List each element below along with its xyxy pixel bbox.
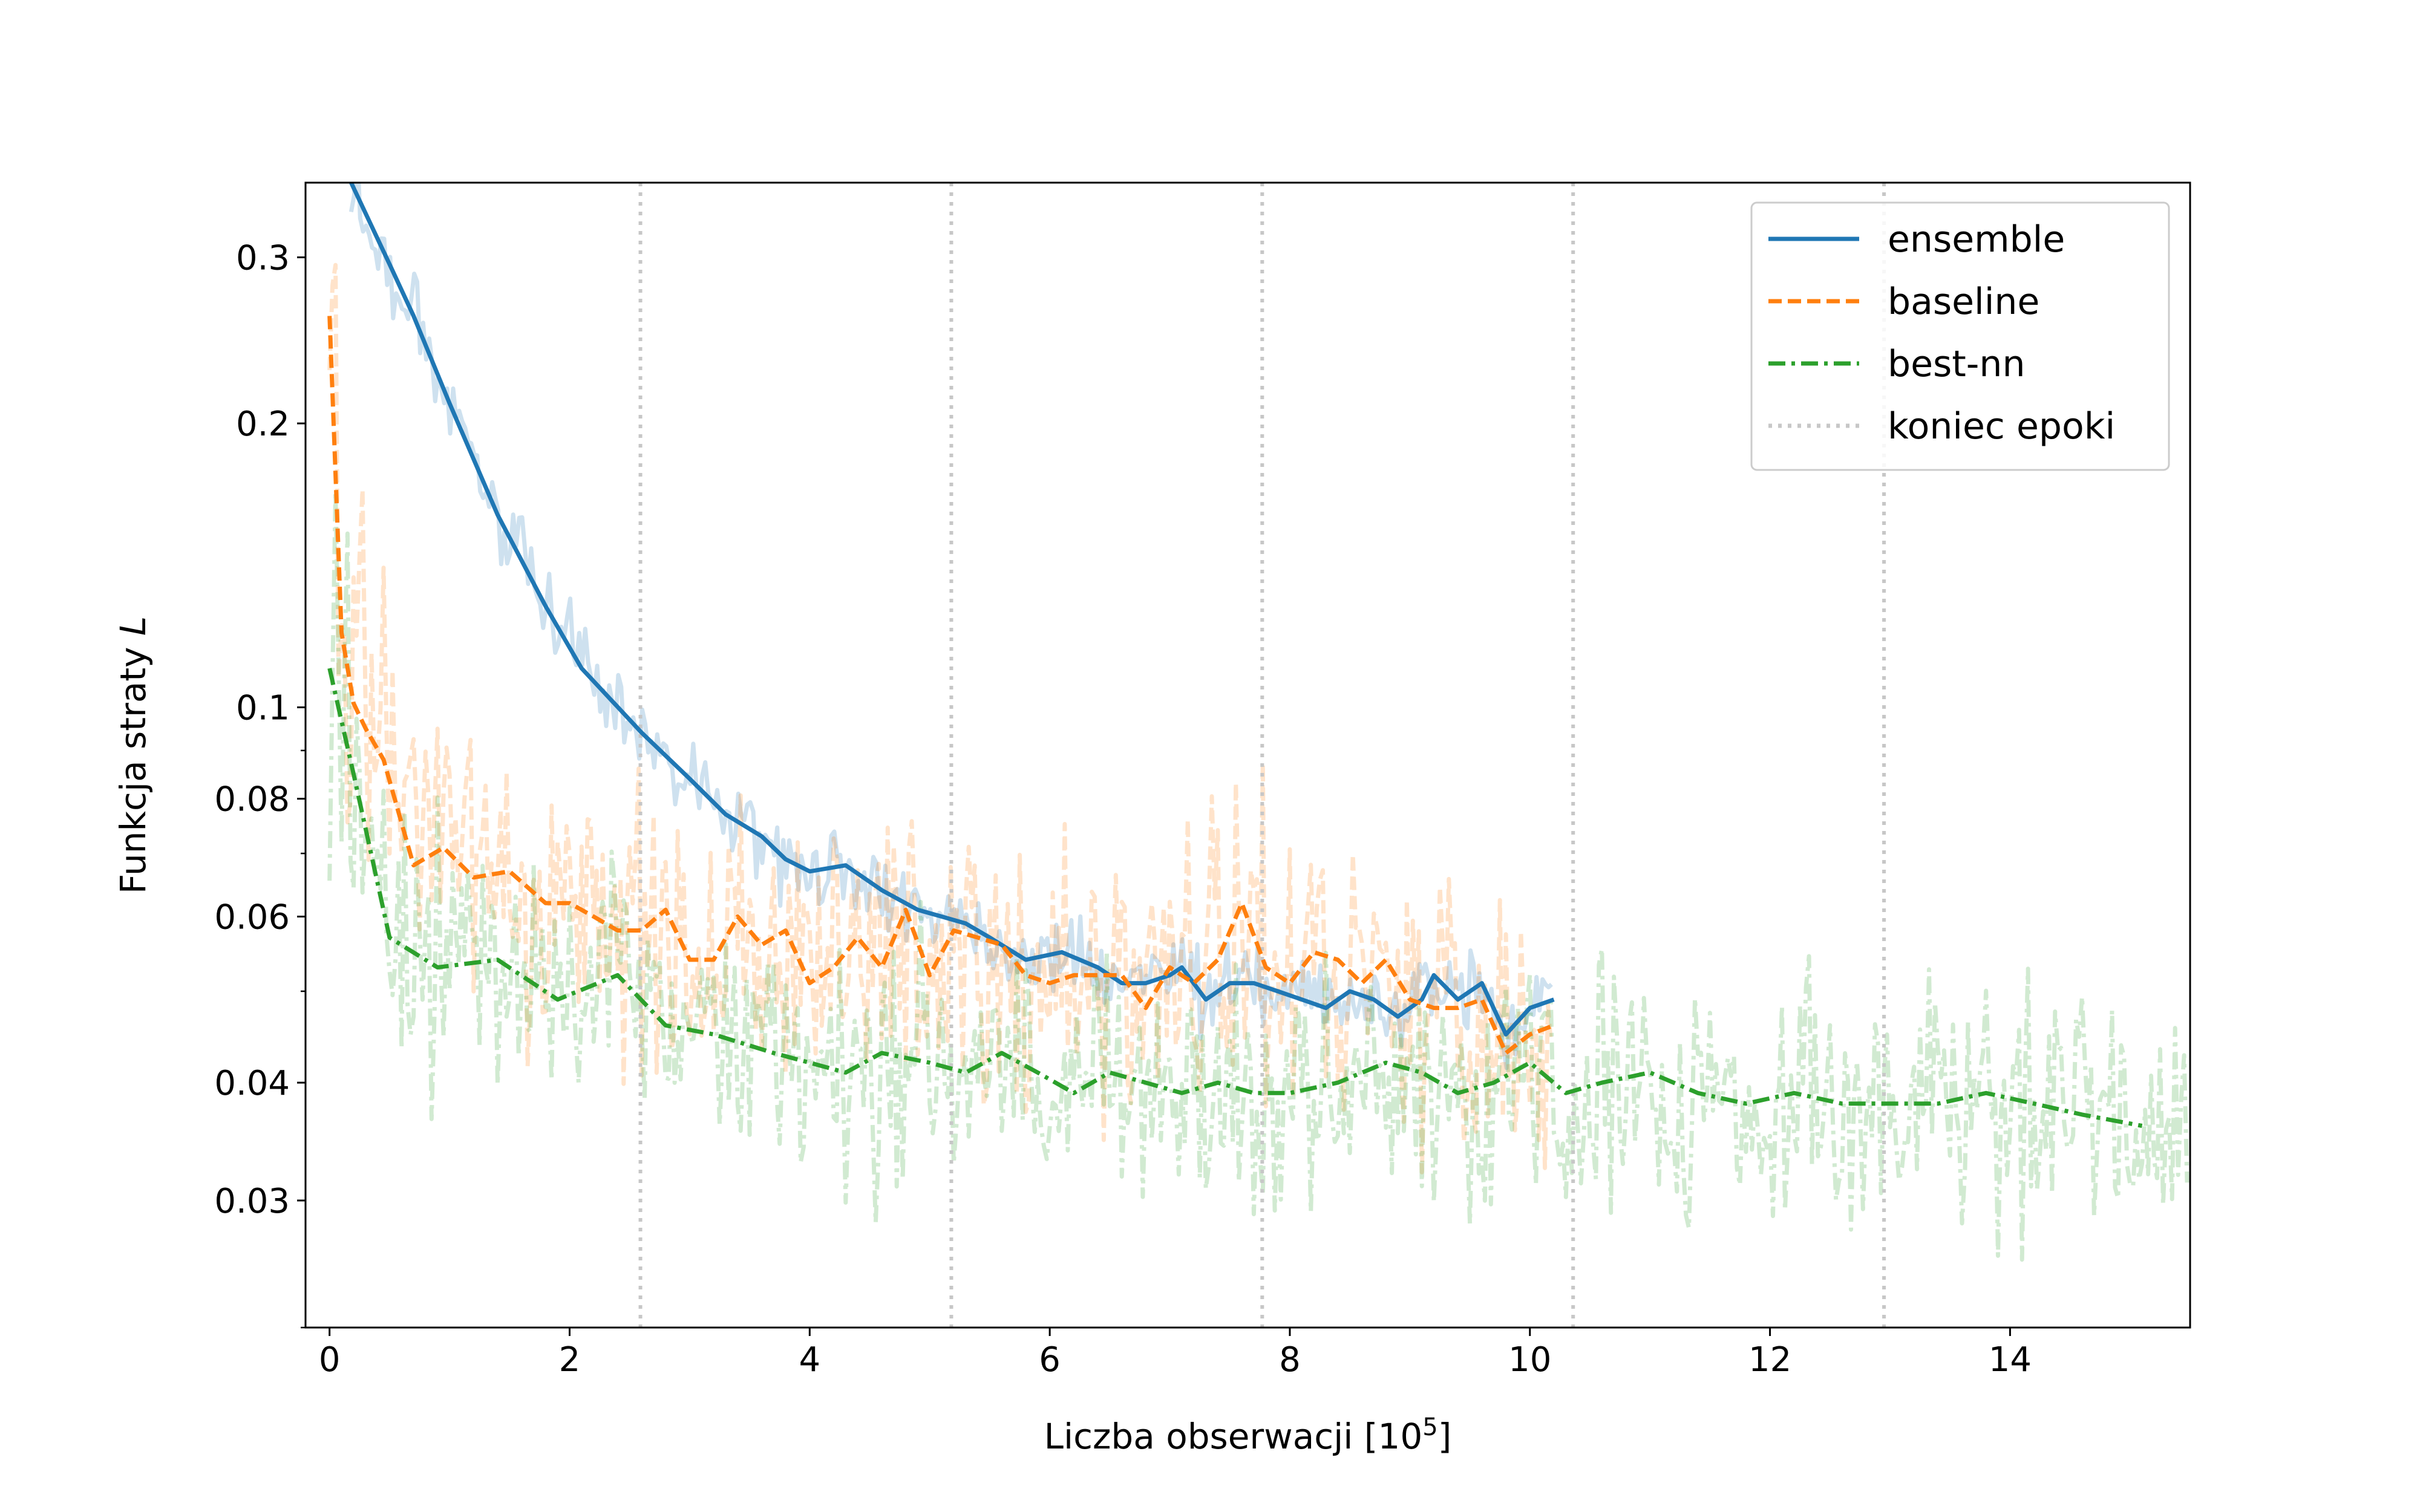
x-tick-label: 2 bbox=[559, 1340, 581, 1380]
noise-trace-best-nn bbox=[327, 489, 2189, 1262]
x-axis-label: Liczba obserwacji [105] bbox=[1044, 1413, 1452, 1457]
x-tick-label: 0 bbox=[319, 1340, 341, 1380]
x-tick-label: 10 bbox=[1508, 1340, 1551, 1380]
legend-label-baseline: baseline bbox=[1888, 281, 2039, 323]
y-tick-label: 0.06 bbox=[214, 898, 290, 937]
x-tick-label: 12 bbox=[1748, 1340, 1791, 1380]
x-tick-label: 8 bbox=[1279, 1340, 1301, 1380]
legend-label-koniec-epoki: koniec epoki bbox=[1888, 405, 2115, 448]
legend: ensemble baseline best-nn koniec epoki bbox=[1750, 201, 2170, 471]
legend-label-ensemble: ensemble bbox=[1888, 218, 2065, 261]
legend-box bbox=[1750, 201, 2170, 471]
plot-frame bbox=[304, 181, 2191, 1329]
epoch-lines bbox=[638, 183, 1886, 1328]
y-axis-label: Funkcja straty L bbox=[113, 616, 154, 894]
y-tick-label: 0.3 bbox=[236, 238, 290, 278]
legend-label-best-nn: best-nn bbox=[1888, 343, 2026, 385]
noise-trace-baseline bbox=[327, 262, 1553, 1175]
series-line-ensemble bbox=[349, 183, 1555, 1037]
x-tick-label: 4 bbox=[799, 1340, 820, 1380]
y-tick-label: 0.03 bbox=[214, 1182, 290, 1221]
series-line-best-nn bbox=[327, 668, 2143, 1128]
axis-ticks: 0 2 4 6 8 10 12 14 0.03 0.04 0.06 0.08 0.1 0.2 0.3 bbox=[214, 238, 2032, 1380]
y-tick-label: 0.2 bbox=[236, 405, 290, 444]
series-layer bbox=[327, 183, 2143, 1128]
x-tick-label: 6 bbox=[1039, 1340, 1061, 1380]
y-tick-label: 0.04 bbox=[214, 1064, 290, 1103]
y-tick-label: 0.1 bbox=[236, 689, 290, 728]
y-tick-label: 0.08 bbox=[214, 780, 290, 820]
series-line-baseline bbox=[327, 316, 1555, 1055]
x-tick-label: 14 bbox=[1989, 1340, 2032, 1380]
